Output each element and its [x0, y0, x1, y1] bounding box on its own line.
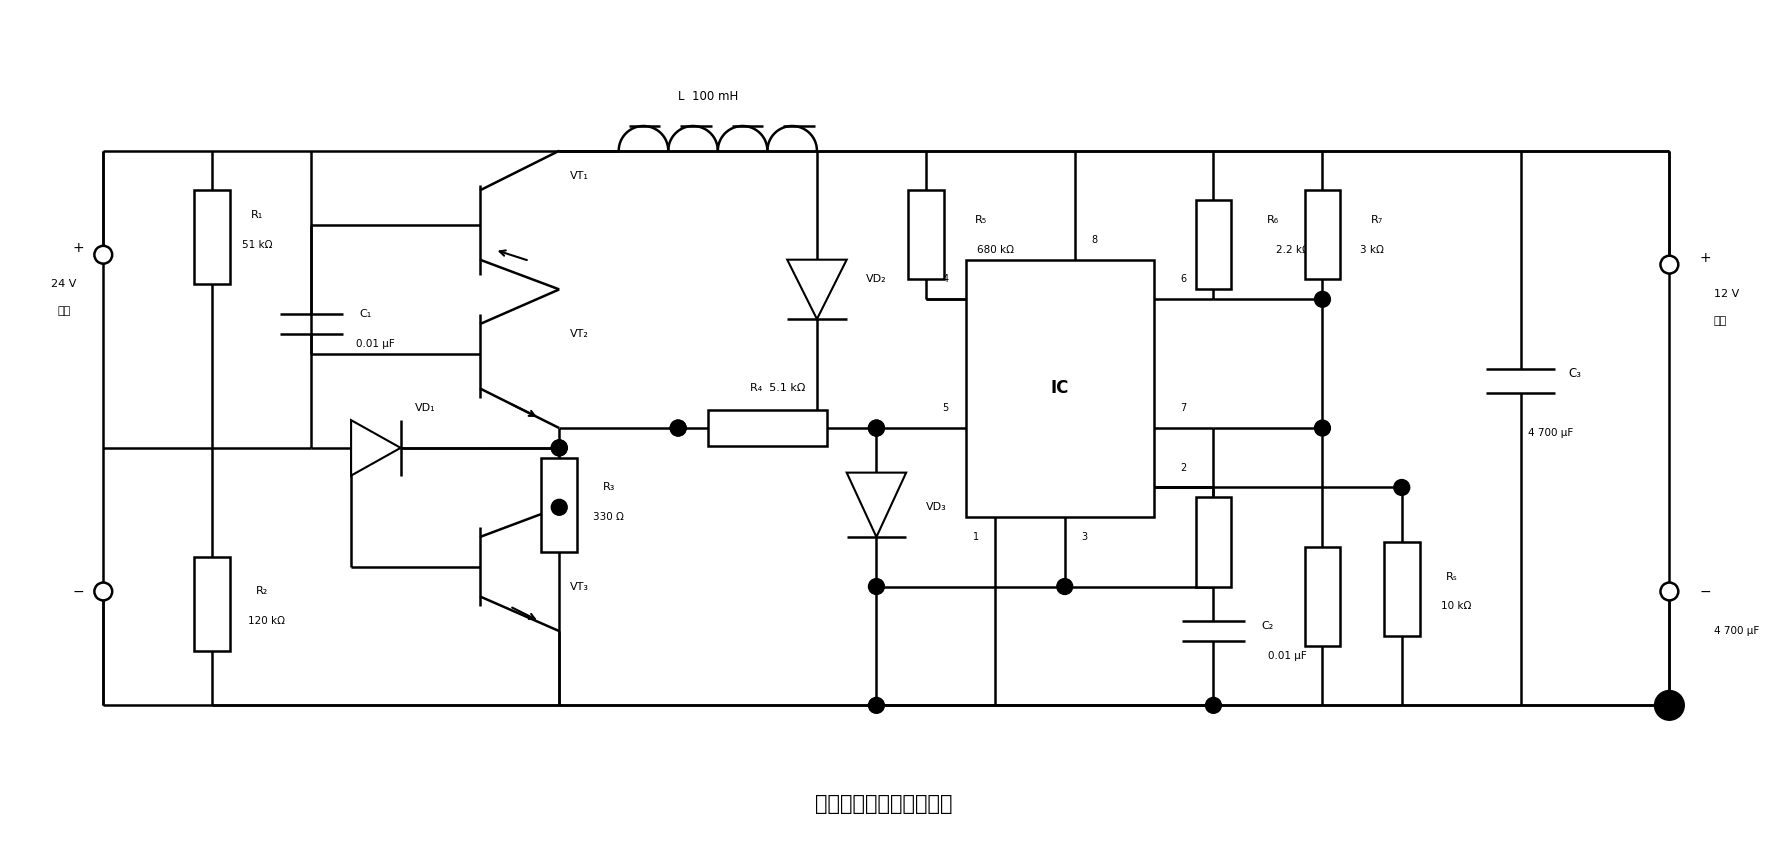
- Bar: [707, 411, 826, 446]
- Circle shape: [551, 499, 567, 516]
- Circle shape: [1394, 479, 1410, 496]
- Polygon shape: [787, 260, 846, 319]
- Circle shape: [1314, 420, 1330, 436]
- Text: 24 V: 24 V: [51, 279, 76, 289]
- Text: 4: 4: [941, 274, 949, 285]
- Text: C₃: C₃: [1567, 367, 1582, 380]
- Text: R₆: R₆: [1266, 215, 1278, 225]
- Text: R₃: R₃: [603, 483, 615, 492]
- Text: 4 700 μF: 4 700 μF: [1527, 428, 1573, 438]
- Circle shape: [551, 440, 567, 456]
- Text: 1: 1: [972, 532, 979, 542]
- Circle shape: [1057, 579, 1073, 595]
- Text: R₅: R₅: [973, 215, 986, 225]
- Bar: [965, 260, 1152, 517]
- Text: 4 700 μF: 4 700 μF: [1713, 626, 1759, 636]
- Text: −: −: [73, 584, 85, 598]
- Bar: [541, 457, 576, 552]
- Text: 330 Ω: 330 Ω: [592, 512, 624, 523]
- Bar: [1383, 542, 1418, 636]
- Text: VT₃: VT₃: [569, 582, 589, 591]
- Text: Rₛ: Rₛ: [1445, 572, 1456, 582]
- Circle shape: [94, 582, 112, 601]
- Circle shape: [869, 420, 885, 436]
- Text: 2: 2: [1179, 463, 1186, 473]
- Text: 51 kΩ: 51 kΩ: [241, 240, 271, 250]
- Text: R₂: R₂: [255, 587, 268, 596]
- Text: VT₁: VT₁: [569, 170, 589, 181]
- Bar: [1303, 547, 1340, 646]
- Circle shape: [1660, 256, 1677, 273]
- Circle shape: [670, 420, 686, 436]
- Text: 7: 7: [1179, 404, 1186, 413]
- Circle shape: [1206, 698, 1220, 713]
- Text: +: +: [73, 240, 85, 255]
- Circle shape: [1660, 582, 1677, 601]
- Text: R₇: R₇: [1371, 215, 1383, 225]
- Text: 3: 3: [1082, 532, 1087, 542]
- Bar: [908, 190, 943, 279]
- Text: VD₃: VD₃: [926, 503, 945, 512]
- Text: 6: 6: [1181, 274, 1186, 285]
- Text: C₂: C₂: [1261, 621, 1273, 631]
- Text: 0.01 μF: 0.01 μF: [356, 339, 395, 349]
- Text: 2.2 kΩ: 2.2 kΩ: [1275, 245, 1308, 255]
- Text: C₁: C₁: [360, 309, 372, 319]
- Bar: [1303, 190, 1340, 279]
- Text: 10 kΩ: 10 kΩ: [1440, 602, 1470, 611]
- Text: 3 kΩ: 3 kΩ: [1360, 245, 1383, 255]
- Text: 8: 8: [1090, 235, 1097, 245]
- Bar: [195, 556, 230, 651]
- Polygon shape: [351, 420, 401, 476]
- Text: VD₂: VD₂: [865, 274, 886, 285]
- Circle shape: [869, 579, 885, 595]
- Text: 输出: 输出: [1713, 316, 1727, 326]
- Text: VT₂: VT₂: [569, 329, 589, 339]
- Polygon shape: [846, 472, 906, 537]
- Text: IC: IC: [1050, 379, 1069, 398]
- Text: −: −: [1699, 584, 1709, 598]
- Text: +: +: [1699, 251, 1709, 265]
- Circle shape: [551, 440, 567, 456]
- Text: R₁: R₁: [250, 210, 262, 220]
- Circle shape: [1654, 691, 1683, 720]
- Bar: [1195, 497, 1230, 587]
- Circle shape: [869, 698, 885, 713]
- Text: R₄  5.1 kΩ: R₄ 5.1 kΩ: [750, 384, 805, 393]
- Text: VD₁: VD₁: [415, 404, 436, 413]
- Text: 0.01 μF: 0.01 μF: [1268, 651, 1307, 661]
- Text: 120 kΩ: 120 kΩ: [248, 616, 285, 626]
- Circle shape: [670, 420, 686, 436]
- Bar: [1195, 201, 1230, 289]
- Circle shape: [94, 246, 112, 264]
- Text: 680 kΩ: 680 kΩ: [977, 245, 1014, 255]
- Text: 直流电压转换器电路原理: 直流电压转换器电路原理: [814, 794, 952, 814]
- Text: 5: 5: [941, 404, 949, 413]
- Circle shape: [1314, 292, 1330, 307]
- Text: L  100 mH: L 100 mH: [677, 89, 738, 102]
- Text: 12 V: 12 V: [1713, 289, 1738, 299]
- Circle shape: [869, 420, 885, 436]
- Text: 输入: 输入: [57, 306, 71, 316]
- Bar: [195, 190, 230, 285]
